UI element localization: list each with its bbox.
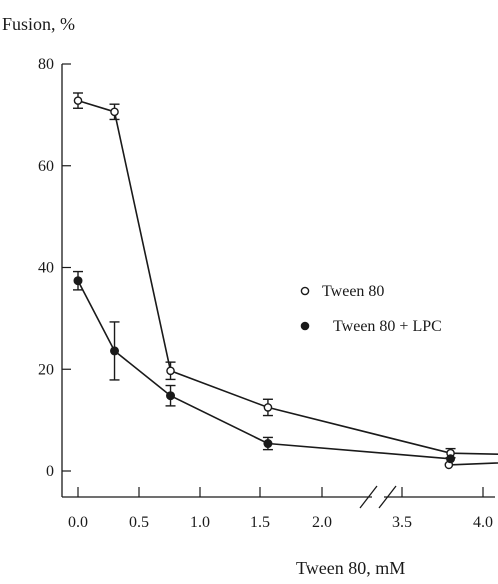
legend-label: Tween 80 + LPC bbox=[333, 318, 442, 335]
data-point bbox=[73, 276, 83, 286]
series-line bbox=[77, 280, 451, 460]
series-line bbox=[77, 99, 498, 466]
data-point bbox=[110, 346, 120, 356]
x-tick-label: 0.0 bbox=[68, 514, 88, 531]
data-point bbox=[166, 366, 175, 376]
axis-break-mark bbox=[378, 485, 397, 509]
data-point bbox=[110, 107, 119, 117]
x-tick-label: 4.0 bbox=[473, 514, 493, 531]
data-point bbox=[263, 403, 273, 412]
y-tick-label: 60 bbox=[38, 158, 54, 175]
axis-break-mark bbox=[359, 485, 378, 509]
x-tick-label: 2.0 bbox=[312, 514, 332, 531]
axes: 0 20 40 60 80 0.0 0.5 1.0 1.5 2.0 3.5 4.0 bbox=[38, 56, 495, 531]
x-tick-label: 0.5 bbox=[129, 514, 149, 531]
x-tick-label: 3.5 bbox=[392, 514, 412, 531]
data-point bbox=[446, 454, 456, 464]
data-point bbox=[263, 439, 273, 449]
y-axis-title: Fusion, % bbox=[2, 14, 75, 34]
y-tick-label: 20 bbox=[38, 361, 54, 378]
legend-marker bbox=[300, 286, 310, 296]
x-axis-title: Tween 80, mM bbox=[296, 558, 405, 578]
data-point bbox=[73, 96, 83, 105]
legend-label: Tween 80 bbox=[322, 283, 384, 300]
series-tween-80-lpc bbox=[73, 270, 456, 464]
legend-marker bbox=[300, 321, 310, 331]
y-tick-label: 0 bbox=[46, 463, 54, 480]
series-tween-80 bbox=[73, 92, 498, 470]
y-tick-label: 80 bbox=[38, 56, 54, 73]
y-tick-label: 40 bbox=[38, 260, 54, 277]
data-point bbox=[166, 391, 176, 401]
x-tick-label: 1.5 bbox=[250, 514, 270, 531]
x-tick-label: 1.0 bbox=[190, 514, 210, 531]
series-layer bbox=[73, 92, 498, 470]
legend: Tween 80 Tween 80 + LPC bbox=[300, 283, 442, 335]
